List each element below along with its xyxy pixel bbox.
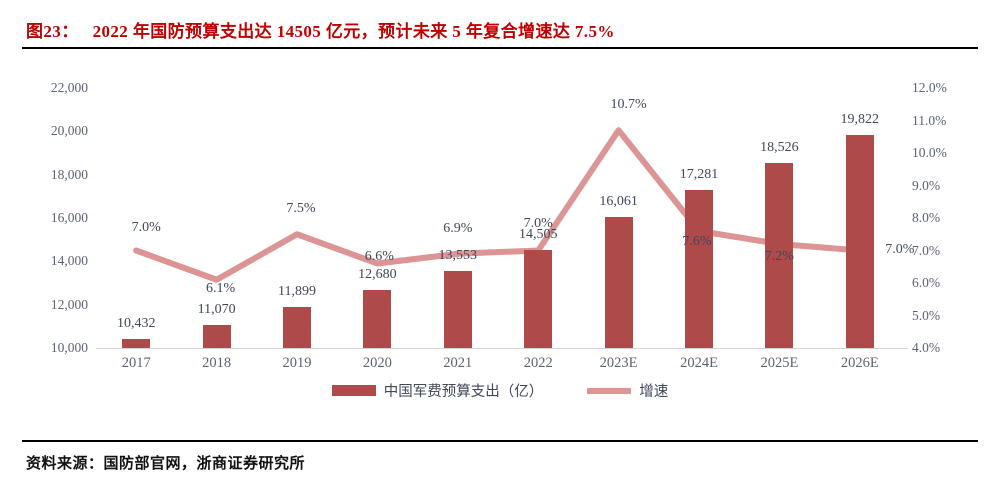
- line-value-label: 6.1%: [206, 280, 236, 296]
- y-axis-left-tick: 10,000: [50, 340, 88, 355]
- line-value-label: 6.9%: [443, 220, 473, 236]
- plot-area: 10,432 11,070 11,899 12,680 13,553 14,505 16,0…: [96, 88, 914, 348]
- growth-rate-line: [133, 127, 863, 283]
- bar-value-label: 13,553: [438, 248, 478, 264]
- x-axis-label-2023E: 2023E: [599, 355, 638, 371]
- y-axis-left-tick: 20,000: [50, 123, 88, 139]
- bar-2021[interactable]: [443, 271, 472, 348]
- bar-2024E[interactable]: [685, 190, 713, 348]
- x-axis-label-2020: 2020: [362, 355, 392, 371]
- y-axis-right-tick: 9.0%: [912, 177, 941, 193]
- source-note: 资料来源：国防部官网，浙商证券研究所: [26, 456, 306, 472]
- line-value-label: 7.6%: [682, 234, 712, 249]
- x-axis-baseline: [96, 348, 908, 349]
- line-value-label: 6.6%: [364, 248, 394, 264]
- bar-2025E[interactable]: [765, 163, 794, 348]
- y-axis-right: 4.0% 5.0% 6.0% 7.0% 8.0% 9.0% 10.0% 11.0% 12.0%: [912, 81, 988, 354]
- y-axis-left-tick: 12,000: [50, 296, 88, 312]
- bar-2019[interactable]: [283, 306, 311, 348]
- page-title: 图23： 2022 年国防预算支出达 14505 亿元，预计未来 5 年复合增速达…: [26, 17, 615, 42]
- legend-bar-swatch-icon: [331, 385, 376, 396]
- line-value-label: 7.0%: [885, 241, 915, 257]
- bar-value-label: 18,526: [760, 140, 799, 156]
- x-axis-label-2021: 2021: [443, 355, 473, 371]
- x-axis-label-2019: 2019: [282, 355, 312, 371]
- y-axis-right-tick: 11.0%: [912, 112, 947, 128]
- x-axis-label-2018: 2018: [202, 355, 232, 371]
- divider-bottom: [22, 440, 978, 442]
- y-axis-right-tick: 7.0%: [912, 242, 941, 258]
- chart-container: 10,000 12,000 14,000 16,000 18,000 20,000 22,0…: [0, 60, 1000, 410]
- bar-value-label: 17,281: [679, 167, 719, 183]
- bar-value-label: 12,680: [358, 266, 397, 282]
- bar-value-label: 16,061: [599, 193, 638, 209]
- y-axis-right-tick: 12.0%: [912, 80, 947, 95]
- y-axis-left-tick: 16,000: [50, 210, 88, 225]
- legend-label: 中国军费预算支出（亿）: [383, 384, 544, 400]
- legend-item-budget[interactable]: 中国军费预算支出（亿）: [331, 380, 544, 401]
- y-axis-right-tick: 4.0%: [912, 340, 941, 355]
- line-value-label: 7.2%: [764, 249, 794, 264]
- bar-2026E[interactable]: [845, 135, 874, 348]
- bar-value-label: 11,070: [197, 301, 236, 317]
- divider-top: [22, 47, 978, 49]
- bar-2022[interactable]: [524, 250, 553, 348]
- bar-2020[interactable]: [363, 289, 392, 348]
- legend-line-swatch-icon: [587, 387, 632, 394]
- line-value-label: 7.0%: [523, 215, 553, 231]
- bar-2018[interactable]: [202, 324, 231, 348]
- y-axis-right-tick: 8.0%: [912, 210, 941, 225]
- x-axis-label-2026E: 2026E: [840, 355, 879, 371]
- x-axis-label-2017: 2017: [121, 355, 151, 371]
- bar-value-label: 19,822: [840, 112, 880, 128]
- bar-2017[interactable]: [122, 338, 151, 348]
- line-value-label: 7.5%: [286, 201, 316, 217]
- x-axis-label-2024E: 2024E: [680, 355, 718, 371]
- x-axis-label-2025E: 2025E: [760, 355, 799, 371]
- line-value-label: 7.0%: [131, 219, 161, 235]
- figure-number: 图23：: [26, 22, 79, 41]
- y-axis-right-tick: 10.0%: [912, 145, 947, 160]
- bar-2023E[interactable]: [604, 216, 633, 348]
- y-axis-left-tick: 22,000: [50, 80, 88, 95]
- y-axis-left-tick: 18,000: [50, 166, 88, 182]
- figure-title-text: 2022 年国防预算支出达 14505 亿元，预计未来 5 年复合增速达 7.5…: [92, 22, 615, 41]
- y-axis-left: 10,000 12,000 14,000 16,000 18,000 20,000 22,0…: [16, 81, 88, 354]
- line-value-label: 10.7%: [610, 97, 647, 113]
- bar-value-label: 10,432: [116, 315, 156, 331]
- y-axis-left-tick: 14,000: [50, 253, 88, 269]
- y-axis-right-tick: 6.0%: [912, 275, 941, 290]
- legend-label: 增速: [639, 384, 669, 400]
- bar-value-label: 11,899: [278, 283, 316, 299]
- bar-value-label: 14,505: [518, 227, 558, 243]
- chart-legend: 中国军费预算支出（亿） 增速: [0, 380, 1000, 401]
- y-axis-right-tick: 5.0%: [912, 307, 941, 323]
- legend-item-growth[interactable]: 增速: [587, 380, 668, 401]
- x-axis-label-2022: 2022: [523, 355, 553, 371]
